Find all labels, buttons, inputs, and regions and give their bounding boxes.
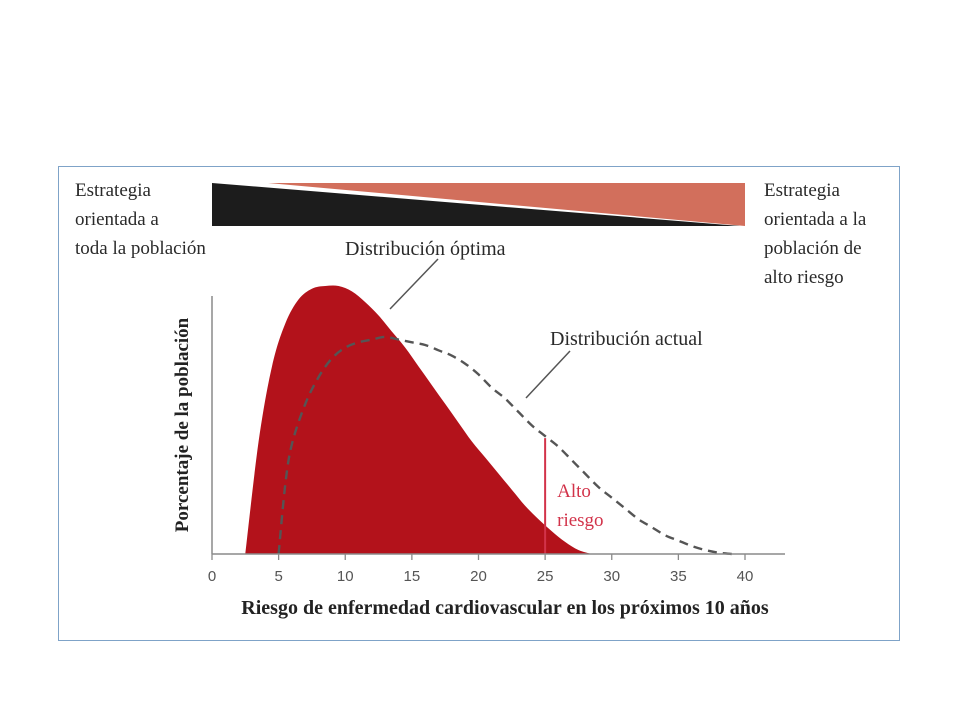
- strategy-wedge-population: [212, 183, 740, 226]
- y-axis-label-wrap: Porcentaje de la población: [168, 300, 198, 550]
- optimal-distribution-area: [245, 285, 592, 554]
- x-tick-label: 40: [737, 568, 754, 585]
- y-axis-label: Porcentaje de la población: [172, 317, 193, 533]
- high-risk-strategy-label: Estrategia orientada a la población de a…: [764, 180, 867, 288]
- x-tick-label: 15: [404, 568, 421, 585]
- high-risk-label-line: riesgo: [557, 510, 603, 531]
- x-axis-label: Riesgo de enfermedad cardiovascular en l…: [241, 597, 769, 619]
- current-annotation-pointer: [525, 350, 571, 399]
- x-tick-label: 5: [274, 568, 282, 585]
- high-risk-label-line: Alto: [557, 481, 591, 502]
- population-strategy-label: Estrategia orientada a toda la población: [75, 180, 206, 259]
- x-tick-label: 0: [208, 568, 216, 585]
- x-tick-label: 25: [537, 568, 554, 585]
- x-tick-label: 10: [337, 568, 354, 585]
- x-tick-label: 30: [603, 568, 620, 585]
- current-distribution-curve: [277, 335, 732, 556]
- high-risk-label: Alto riesgo: [557, 481, 603, 531]
- optimal-annotation-pointer: [389, 258, 439, 310]
- figure-frame: [58, 166, 900, 641]
- optimal-distribution-label: Distribución óptima: [345, 238, 506, 260]
- x-ticks: 0 5 10 15 20 25 30 35 40: [208, 554, 754, 585]
- x-tick-label: 20: [470, 568, 487, 585]
- x-tick-label: 35: [670, 568, 687, 585]
- current-distribution-label: Distribución actual: [550, 328, 703, 350]
- strategy-wedge-high-risk: [268, 183, 745, 226]
